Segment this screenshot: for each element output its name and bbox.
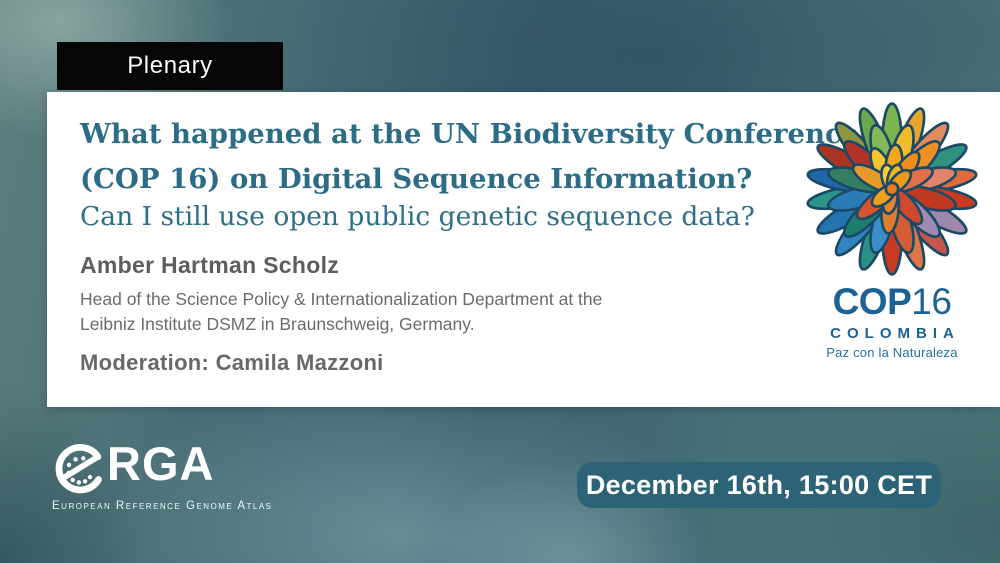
cop16-wordmark: COP16 (797, 283, 987, 321)
event-datetime: December 16th, 15:00 CET (585, 469, 933, 500)
session-type-label: Plenary (127, 52, 213, 79)
speaker-affiliation-line1: Head of the Science Policy & Internation… (80, 289, 603, 309)
speaker-affiliation: Head of the Science Policy & Internation… (80, 287, 602, 337)
session-type-badge: Plenary (57, 42, 283, 90)
cop16-acronym: COP (832, 281, 912, 322)
event-datetime-pill: December 16th, 15:00 CET (577, 462, 941, 508)
erga-e-icon (52, 436, 110, 503)
cop16-number: 16 (911, 281, 952, 322)
event-title: What happened at the UN Biodiversity Con… (80, 112, 859, 202)
event-title-line2: (COP 16) on Digital Sequence Information… (80, 163, 753, 195)
event-info-card: What happened at the UN Biodiversity Con… (47, 92, 1000, 407)
speaker-affiliation-line2: Leibniz Institute DSMZ in Braunschweig, … (80, 314, 475, 334)
cop16-logo: COP16 COLOMBIA Paz con la Naturaleza (797, 100, 987, 360)
erga-acronym: RGA (107, 437, 215, 490)
speaker-name: Amber Hartman Scholz (80, 252, 340, 278)
erga-logo: RGA European Reference Genome Atlas (52, 436, 273, 512)
event-title-line1: What happened at the UN Biodiversity Con… (80, 118, 860, 150)
erga-full-name: European Reference Genome Atlas (52, 500, 273, 512)
cop16-flower-icon (800, 102, 984, 282)
cop16-tagline: Paz con la Naturaleza (826, 345, 958, 360)
event-subtitle: Can I still use open public genetic sequ… (80, 201, 755, 232)
cop16-country: COLOMBIA (830, 325, 960, 342)
moderation-credit: Moderation: Camila Mazzoni (80, 350, 384, 375)
